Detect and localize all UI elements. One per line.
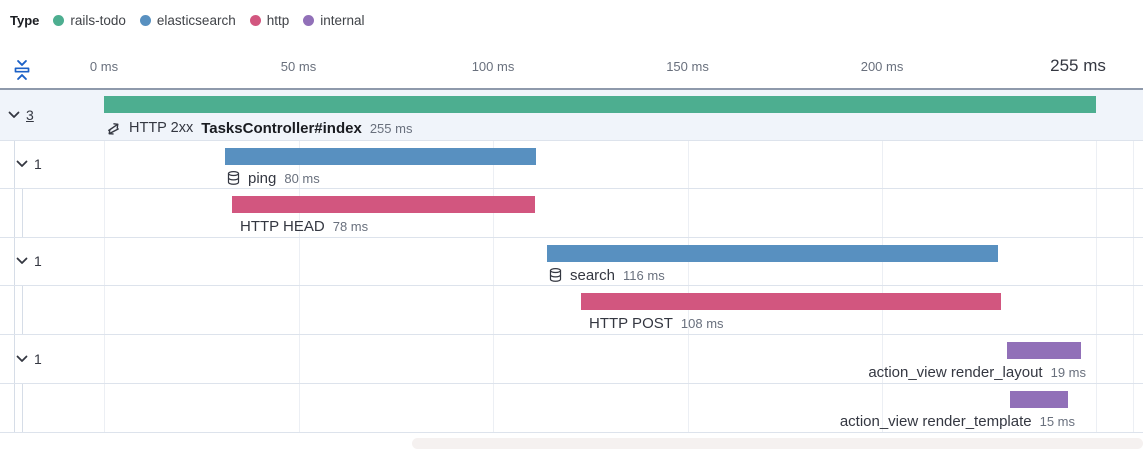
type-legend: Type rails-todo elasticsearch http internal xyxy=(10,10,365,30)
span-duration-label: 80 ms xyxy=(284,170,320,186)
legend-dot-icon xyxy=(139,14,151,26)
collapse-all-button[interactable] xyxy=(13,58,33,82)
span-duration-label: 108 ms xyxy=(680,315,724,331)
tree-connector-line xyxy=(22,188,23,237)
legend-item-internal[interactable]: internal xyxy=(303,12,365,28)
legend-item-label: internal xyxy=(320,12,365,28)
span-label[interactable]: ping 80 ms xyxy=(227,168,320,188)
span-label[interactable]: action_view render_template 15 ms xyxy=(840,411,1075,431)
span-label[interactable]: HTTP HEAD 78 ms xyxy=(240,216,368,236)
waterfall-row-ping[interactable]: 1 ping 80 ms xyxy=(0,140,1143,188)
database-icon xyxy=(549,267,562,283)
span-label[interactable]: HTTP 2xx TasksController#index 255 ms xyxy=(106,118,412,138)
row-separator xyxy=(0,285,1143,286)
legend-item-label: http xyxy=(266,12,290,28)
axis-tick-label: 150 ms xyxy=(666,59,709,74)
axis-tick-label: 200 ms xyxy=(860,59,904,74)
chevron-down-icon xyxy=(16,257,28,265)
span-bar[interactable] xyxy=(232,196,535,213)
row-separator xyxy=(0,237,1143,238)
span-name: search xyxy=(570,266,616,284)
waterfall-row-action-view-render-layout[interactable]: 1 action_view render_layout 19 ms xyxy=(0,334,1143,383)
child-count-label[interactable]: 1 xyxy=(34,351,42,367)
span-bar[interactable] xyxy=(547,245,998,262)
waterfall-row-transaction[interactable]: 3 HTTP 2xx TasksController#index 255 ms xyxy=(0,90,1143,140)
span-name: ping xyxy=(248,169,277,187)
chevron-down-icon xyxy=(8,111,20,119)
child-count-label[interactable]: 1 xyxy=(34,253,42,269)
span-duration-label: 116 ms xyxy=(623,267,665,283)
legend-item-rails-todo[interactable]: rails-todo xyxy=(53,13,126,28)
chart-top-border xyxy=(0,88,1143,90)
chevron-down-icon xyxy=(16,160,28,168)
row-separator xyxy=(0,334,1143,335)
time-gridline xyxy=(299,88,300,432)
legend-dot-icon xyxy=(249,14,261,26)
row-separator xyxy=(0,432,1143,433)
legend-title: Type xyxy=(10,12,40,28)
time-gridline xyxy=(1096,88,1097,432)
span-label[interactable]: HTTP POST 108 ms xyxy=(589,313,724,333)
row-expand-toggle[interactable]: 1 xyxy=(16,351,42,367)
span-bar[interactable] xyxy=(581,293,1001,310)
transaction-result-label: HTTP 2xx xyxy=(129,120,194,136)
span-name: HTTP POST xyxy=(589,314,673,332)
waterfall-row-action-view-render-template[interactable]: action_view render_template 15 ms xyxy=(0,383,1143,432)
child-count-label[interactable]: 3 xyxy=(26,107,34,123)
row-expand-toggle[interactable]: 1 xyxy=(16,253,42,269)
time-gridline xyxy=(104,88,105,432)
span-duration-label: 255 ms xyxy=(369,120,413,136)
legend-item-label: elasticsearch xyxy=(156,12,236,28)
chart-right-border xyxy=(1133,88,1134,432)
waterfall-row-http-post[interactable]: HTTP POST 108 ms xyxy=(0,285,1143,334)
span-bar[interactable] xyxy=(225,148,536,165)
database-icon xyxy=(227,170,240,186)
child-count-label[interactable]: 1 xyxy=(34,156,42,172)
row-separator xyxy=(0,140,1143,141)
transaction-icon xyxy=(106,121,121,136)
span-duration-label: 15 ms xyxy=(1039,413,1075,429)
row-expand-toggle[interactable]: 1 xyxy=(16,156,42,172)
span-bar[interactable] xyxy=(1010,391,1068,408)
tree-connector-line xyxy=(22,383,23,432)
span-duration-label: 78 ms xyxy=(332,218,369,234)
axis-tick-label: 0 ms xyxy=(89,59,119,74)
chevron-down-icon xyxy=(16,355,28,363)
waterfall-row-http-head[interactable]: HTTP HEAD 78 ms xyxy=(0,188,1143,237)
legend-item-elasticsearch[interactable]: elasticsearch xyxy=(139,12,236,28)
transaction-bar[interactable] xyxy=(104,96,1096,113)
legend-dot-icon xyxy=(303,14,315,26)
legend-item-label: rails-todo xyxy=(70,12,126,28)
span-label[interactable]: action_view render_layout 19 ms xyxy=(868,362,1086,382)
axis-total-duration-label: 255 ms xyxy=(1050,56,1106,75)
horizontal-scrollbar[interactable] xyxy=(412,438,1143,449)
axis-tick-label: 50 ms xyxy=(280,59,317,74)
span-duration-label: 19 ms xyxy=(1050,364,1086,380)
row-separator xyxy=(0,383,1143,384)
span-label[interactable]: search 116 ms xyxy=(549,265,665,285)
axis-tick-label: 100 ms xyxy=(471,59,515,74)
tree-connector-line xyxy=(22,285,23,334)
row-expand-toggle[interactable]: 3 xyxy=(8,107,34,123)
tree-connector-line xyxy=(14,140,15,432)
span-name: HTTP HEAD xyxy=(240,217,325,235)
transaction-name: TasksController#index xyxy=(201,119,362,137)
legend-dot-icon xyxy=(53,14,65,26)
row-separator xyxy=(0,188,1143,189)
span-name: action_view render_layout xyxy=(868,363,1043,381)
span-bar[interactable] xyxy=(1007,342,1081,359)
legend-item-http[interactable]: http xyxy=(249,12,290,28)
fold-icon xyxy=(13,59,33,81)
span-name: action_view render_template xyxy=(839,412,1032,430)
waterfall-row-search[interactable]: 1 search 116 ms xyxy=(0,237,1143,285)
time-gridline xyxy=(493,88,494,432)
